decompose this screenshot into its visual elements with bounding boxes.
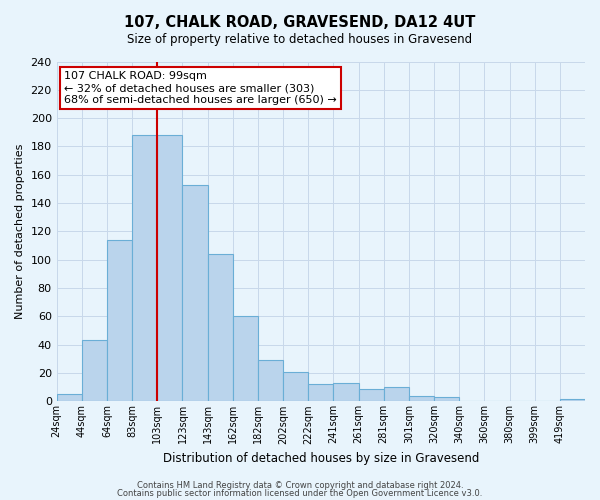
Bar	[283, 372, 308, 402]
Text: Contains public sector information licensed under the Open Government Licence v3: Contains public sector information licen…	[118, 489, 482, 498]
Bar	[384, 387, 409, 402]
Bar	[359, 388, 384, 402]
Bar	[308, 384, 334, 402]
Bar	[208, 254, 233, 402]
X-axis label: Distribution of detached houses by size in Gravesend: Distribution of detached houses by size …	[163, 452, 479, 465]
Bar	[132, 135, 157, 402]
Y-axis label: Number of detached properties: Number of detached properties	[15, 144, 25, 319]
Bar	[182, 184, 208, 402]
Text: Contains HM Land Registry data © Crown copyright and database right 2024.: Contains HM Land Registry data © Crown c…	[137, 480, 463, 490]
Text: 107 CHALK ROAD: 99sqm
← 32% of detached houses are smaller (303)
68% of semi-det: 107 CHALK ROAD: 99sqm ← 32% of detached …	[64, 72, 337, 104]
Bar	[434, 397, 459, 402]
Bar	[560, 398, 585, 402]
Bar	[157, 135, 182, 402]
Text: 107, CHALK ROAD, GRAVESEND, DA12 4UT: 107, CHALK ROAD, GRAVESEND, DA12 4UT	[124, 15, 476, 30]
Bar	[56, 394, 82, 402]
Bar	[258, 360, 283, 402]
Bar	[334, 383, 359, 402]
Bar	[233, 316, 258, 402]
Text: Size of property relative to detached houses in Gravesend: Size of property relative to detached ho…	[127, 32, 473, 46]
Bar	[82, 340, 107, 402]
Bar	[409, 396, 434, 402]
Bar	[107, 240, 132, 402]
